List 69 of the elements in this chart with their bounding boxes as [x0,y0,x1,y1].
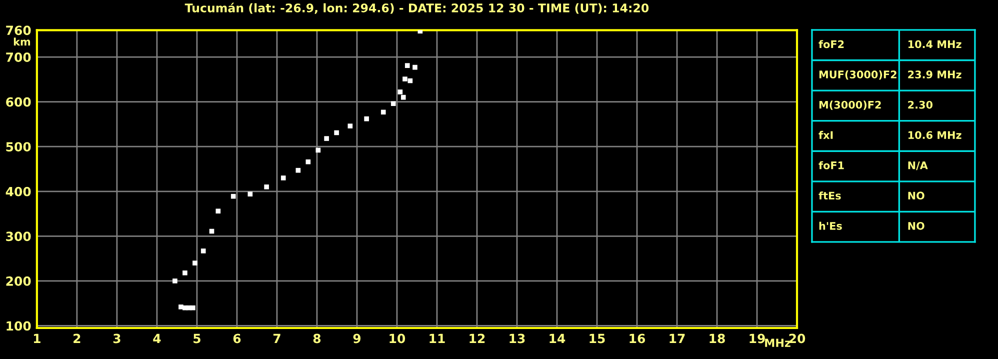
text: 10.6 MHz [908,131,962,139]
x-tick-label: 18 [710,334,725,344]
point [216,208,221,214]
x-tick-label: 11 [430,334,445,344]
y-tick-label: 300 [6,232,31,242]
text: ftEs [818,192,841,200]
x-tick-label: 19 [750,334,765,344]
point [412,64,418,70]
text: fxI [818,130,833,139]
x-tick-label: 15 [590,334,605,344]
text: foF1 [818,161,844,170]
point [264,184,269,190]
x-tick-label: 1 [34,334,40,344]
point [182,270,188,276]
y-tick-label: 500 [6,142,31,152]
x-tick-label: 10 [390,334,406,344]
point [306,159,311,164]
text: 10.4 MHz [908,40,962,48]
point [348,124,353,128]
y-axis-title: km [14,38,30,46]
text: M(3000)F2 [819,100,881,110]
point [334,130,339,136]
text: foF2 [818,40,844,48]
y-tick-label: 100 [6,321,31,331]
point [400,94,406,100]
point [192,260,198,266]
y-tick-label: 400 [6,186,31,196]
y-tick-label: 200 [6,276,31,286]
x-tick-label: 16 [630,334,646,344]
text: NO [908,192,924,200]
text: NO [908,222,924,230]
point [402,76,408,82]
x-axis-title: MHz [765,338,790,347]
point [172,278,178,284]
x-tick-label: 6 [233,334,241,344]
x-tick-label: 20 [789,334,806,344]
x-tick-label: 14 [550,334,566,344]
chart-title: Tucumán (lat: -26.9, lon: 294.6) - DATE: 2025 12 30 - TIME (UT): 14:20 [184,2,649,14]
text: MUF(3000)F2 [819,70,896,80]
x-tick-label: 3 [113,334,120,344]
x-tick-label: 9 [353,334,361,344]
y-tick-label: 760 [6,26,31,36]
x-tick-label: 7 [273,334,280,344]
point [364,116,369,122]
x-tick-label: 2 [74,334,80,344]
point [398,90,403,94]
x-tick-label: 8 [313,334,321,344]
text: h'Es [819,222,842,230]
x-tick-label: 13 [510,334,525,344]
point [390,101,396,106]
text: 23.9 MHz [908,70,962,78]
y-tick-label: 700 [6,52,31,62]
text: 2.30 [908,100,933,109]
x-tick-label: 4 [153,334,161,344]
point [404,63,410,68]
text: N/A [908,162,928,170]
y-tick-label: 600 [6,97,31,107]
point [324,136,329,141]
point [316,148,321,153]
point [230,194,236,199]
x-tick-label: 12 [470,334,485,344]
point [200,248,206,254]
point [380,110,386,115]
x-tick-label: 5 [194,334,200,344]
point [190,305,196,310]
point [248,192,253,196]
point [280,176,286,180]
x-tick-label: 17 [670,334,685,344]
point [296,168,301,173]
